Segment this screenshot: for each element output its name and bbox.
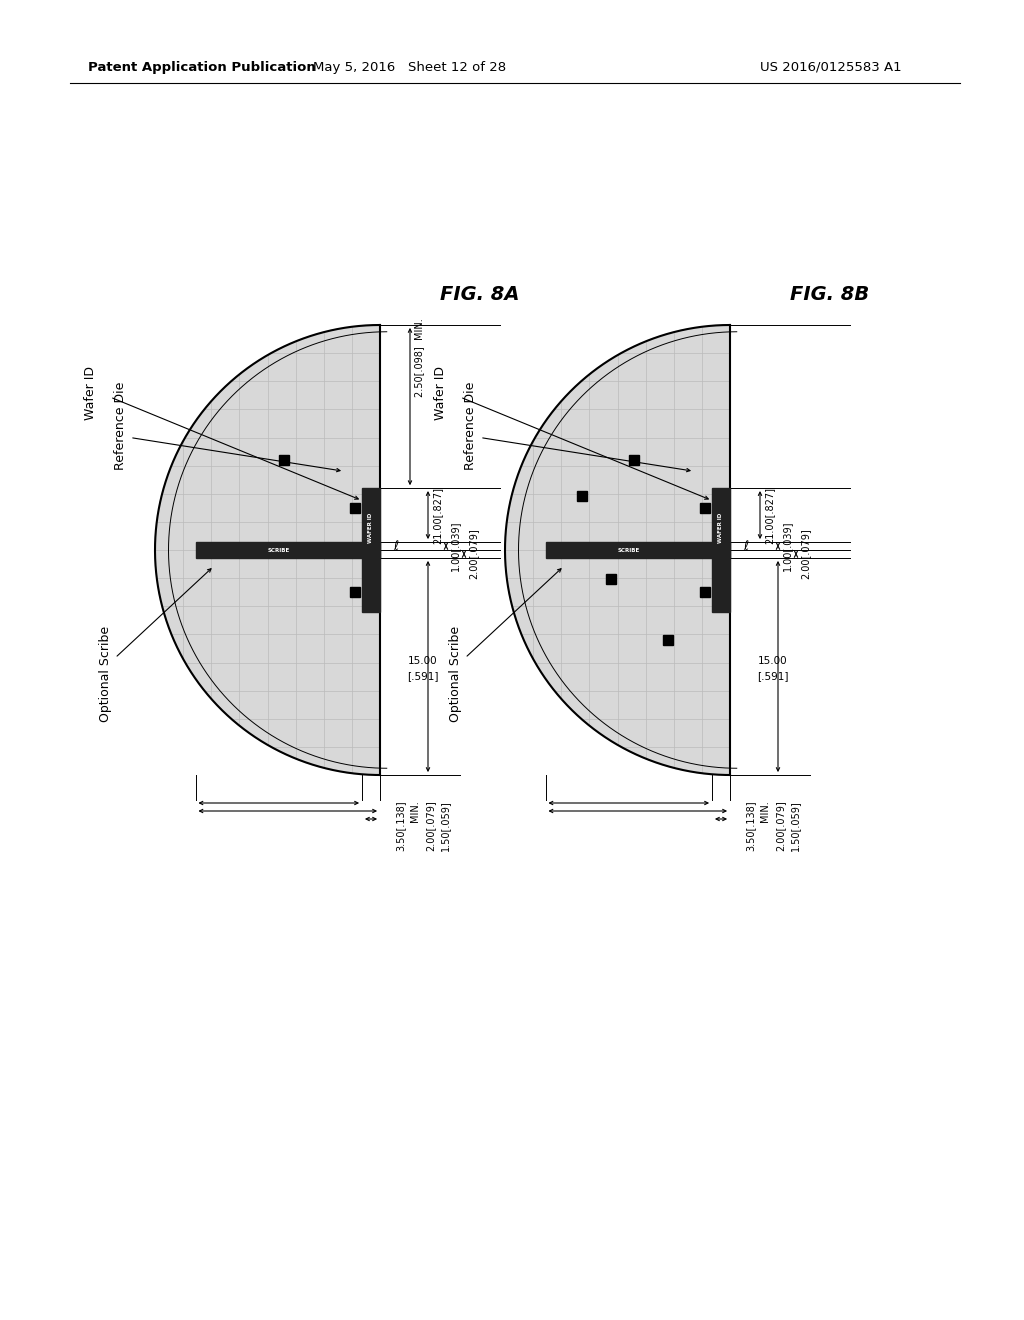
Text: 1.00[.039]: 1.00[.039]: [782, 521, 792, 572]
Text: MIN.: MIN.: [410, 800, 420, 822]
Polygon shape: [362, 488, 380, 612]
Polygon shape: [196, 543, 380, 558]
Text: Wafer ID: Wafer ID: [433, 366, 446, 420]
Polygon shape: [629, 454, 639, 465]
Text: WAFER ID: WAFER ID: [719, 512, 724, 543]
Text: 15.00: 15.00: [758, 656, 787, 667]
Text: [.591]: [.591]: [408, 672, 438, 681]
Polygon shape: [606, 574, 616, 583]
Polygon shape: [712, 488, 730, 612]
Text: MIN.: MIN.: [760, 800, 770, 822]
Polygon shape: [505, 325, 730, 775]
Text: 15.00: 15.00: [409, 656, 438, 667]
Polygon shape: [279, 454, 289, 465]
Text: 3.50[.138]: 3.50[.138]: [745, 800, 755, 850]
Text: 1.50[.059]: 1.50[.059]: [440, 800, 450, 851]
Text: Wafer ID: Wafer ID: [84, 366, 96, 420]
Polygon shape: [350, 503, 360, 513]
Text: Reference Die: Reference Die: [464, 381, 476, 470]
Text: Optional Scribe: Optional Scribe: [98, 626, 112, 722]
Polygon shape: [700, 587, 710, 597]
Text: 2.00[.079]: 2.00[.079]: [800, 528, 810, 579]
Text: Reference Die: Reference Die: [114, 381, 127, 470]
Text: 2.50[.098]  MIN.: 2.50[.098] MIN.: [414, 318, 424, 396]
Text: 3.50[.138]: 3.50[.138]: [395, 800, 406, 850]
Text: SCRIBE: SCRIBE: [267, 548, 290, 553]
Text: WAFER ID: WAFER ID: [369, 512, 374, 543]
Text: 2.00[.079]: 2.00[.079]: [425, 800, 435, 851]
Polygon shape: [577, 491, 587, 500]
Text: Optional Scribe: Optional Scribe: [449, 626, 462, 722]
Polygon shape: [546, 543, 730, 558]
Text: FIG. 8A: FIG. 8A: [440, 285, 520, 305]
Polygon shape: [350, 587, 360, 597]
Text: FIG. 8B: FIG. 8B: [791, 285, 869, 305]
Polygon shape: [155, 325, 380, 775]
Text: US 2016/0125583 A1: US 2016/0125583 A1: [760, 61, 901, 74]
Text: 1.00[.039]: 1.00[.039]: [450, 521, 460, 572]
Text: 21.00[.827]: 21.00[.827]: [432, 487, 442, 544]
Text: 2.00[.079]: 2.00[.079]: [775, 800, 785, 851]
Text: [.591]: [.591]: [758, 672, 788, 681]
Text: 1.50[.059]: 1.50[.059]: [790, 800, 800, 851]
Text: May 5, 2016   Sheet 12 of 28: May 5, 2016 Sheet 12 of 28: [313, 61, 507, 74]
Text: 2.00[.079]: 2.00[.079]: [468, 528, 478, 579]
Text: SCRIBE: SCRIBE: [617, 548, 640, 553]
Polygon shape: [663, 635, 673, 644]
Text: $\ell$: $\ell$: [393, 539, 399, 553]
Polygon shape: [700, 503, 710, 513]
Text: 21.00[.827]: 21.00[.827]: [764, 487, 774, 544]
Text: Patent Application Publication: Patent Application Publication: [88, 61, 315, 74]
Text: $\ell$: $\ell$: [742, 539, 750, 553]
